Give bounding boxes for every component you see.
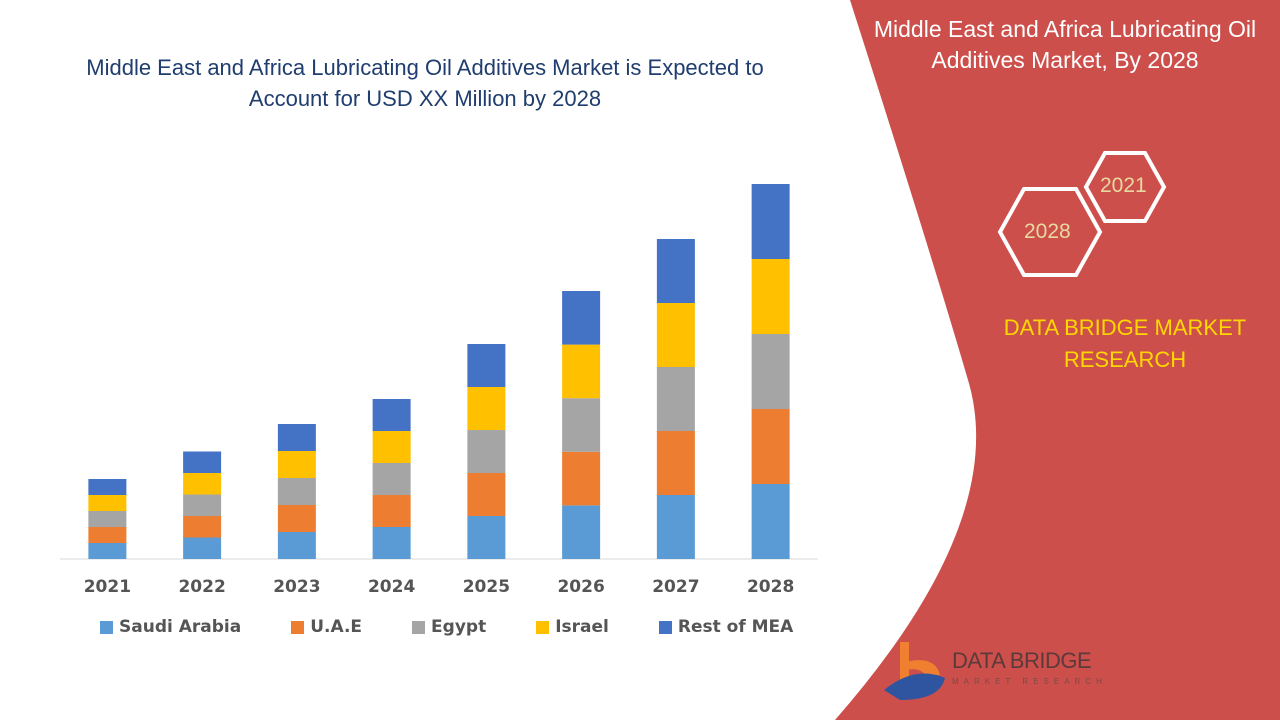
legend-label: Saudi Arabia: [119, 617, 242, 637]
brand-text: DATA BRIDGE MARKET RESEARCH: [1003, 315, 1247, 372]
bar-2026-israel: [562, 344, 601, 399]
bar-2023-u-a-e: [277, 505, 316, 532]
bar-2024-saudi-arabia: [372, 527, 411, 559]
hex-label-2021: 2021: [1100, 174, 1147, 197]
bar-2024-egypt: [372, 463, 411, 495]
bar-2025-israel: [467, 387, 506, 430]
bar-2023-israel: [277, 451, 316, 478]
bar-2024-rest-of-mea: [372, 399, 411, 431]
legend-item: U.A.E: [291, 617, 362, 637]
bar-2026-rest-of-mea: [562, 291, 601, 345]
chart-title: Middle East and Africa Lubricating Oil A…: [86, 55, 764, 111]
hex-label-2028: 2028: [1024, 220, 1071, 243]
legend-swatch: [658, 620, 672, 634]
x-tick-label: 2021: [84, 577, 131, 597]
bar-2026-u-a-e: [562, 451, 601, 506]
legend-swatch: [412, 620, 426, 634]
bar-2028-egypt: [751, 334, 790, 409]
logo-icon: [884, 642, 945, 700]
bar-2028-saudi-arabia: [751, 484, 790, 559]
bar-2028-israel: [751, 259, 790, 334]
logo-text: DATA BRIDGE: [952, 648, 1092, 673]
bar-2021-saudi-arabia: [88, 543, 127, 559]
bar-2021-rest-of-mea: [88, 479, 127, 495]
bar-2022-u-a-e: [183, 516, 222, 538]
hexagon-2028: [997, 187, 1103, 277]
bar-2028-u-a-e: [751, 409, 790, 484]
legend-label: U.A.E: [310, 617, 363, 637]
side-title: Middle East and Africa Lubricating Oil A…: [873, 16, 1257, 73]
logo-subtext: MARKET RESEARCH: [952, 677, 1107, 686]
legend-swatch: [100, 620, 113, 634]
legend: Saudi Arabia U.A.E Egypt Israel Rest of MEA: [100, 617, 843, 637]
bar-2025-egypt: [467, 430, 506, 473]
bar-2028-rest-of-mea: [751, 184, 790, 259]
legend-item: Israel: [536, 617, 609, 637]
x-tick-label: 2027: [652, 577, 699, 597]
bar-2024-israel: [372, 431, 411, 463]
bar-2021-egypt: [88, 511, 127, 527]
legend-item: Rest of MEA: [658, 617, 794, 637]
legend-label: Egypt: [431, 617, 487, 637]
legend-item: Saudi Arabia: [100, 617, 241, 637]
bar-2022-egypt: [183, 494, 222, 516]
bar-2025-u-a-e: [467, 473, 506, 516]
legend-label: Israel: [555, 617, 609, 637]
x-tick-label: 2028: [747, 577, 794, 597]
bar-2023-egypt: [277, 478, 316, 505]
x-tick-label: 2025: [463, 577, 510, 597]
bar-2027-israel: [656, 303, 695, 367]
bar-2024-u-a-e: [372, 495, 411, 527]
bar-2022-rest-of-mea: [183, 451, 222, 473]
red-panel: [835, 0, 1280, 720]
bar-2021-israel: [88, 495, 127, 511]
legend-swatch: [291, 620, 305, 634]
bar-2027-saudi-arabia: [656, 495, 695, 559]
bar-2027-egypt: [656, 367, 695, 431]
hexagon-2021: [1083, 151, 1167, 223]
bar-2025-saudi-arabia: [467, 516, 506, 559]
bar-2022-israel: [183, 473, 222, 495]
bar-2025-rest-of-mea: [467, 344, 506, 387]
x-tick-label: 2023: [273, 577, 320, 597]
legend-item: Egypt: [412, 617, 486, 637]
x-tick-label: 2022: [178, 577, 225, 597]
bar-2026-saudi-arabia: [562, 505, 601, 559]
legend-swatch: [536, 620, 550, 634]
bar-2023-saudi-arabia: [277, 532, 316, 559]
bar-2021-u-a-e: [88, 527, 127, 543]
bar-2022-saudi-arabia: [183, 537, 222, 559]
bar-2026-egypt: [562, 398, 601, 452]
bar-2027-rest-of-mea: [656, 239, 695, 303]
bar-2023-rest-of-mea: [277, 424, 316, 451]
bar-2027-u-a-e: [656, 431, 695, 495]
legend-label: Rest of MEA: [677, 617, 794, 637]
x-tick-label: 2024: [368, 577, 415, 597]
x-tick-label: 2026: [557, 577, 604, 597]
